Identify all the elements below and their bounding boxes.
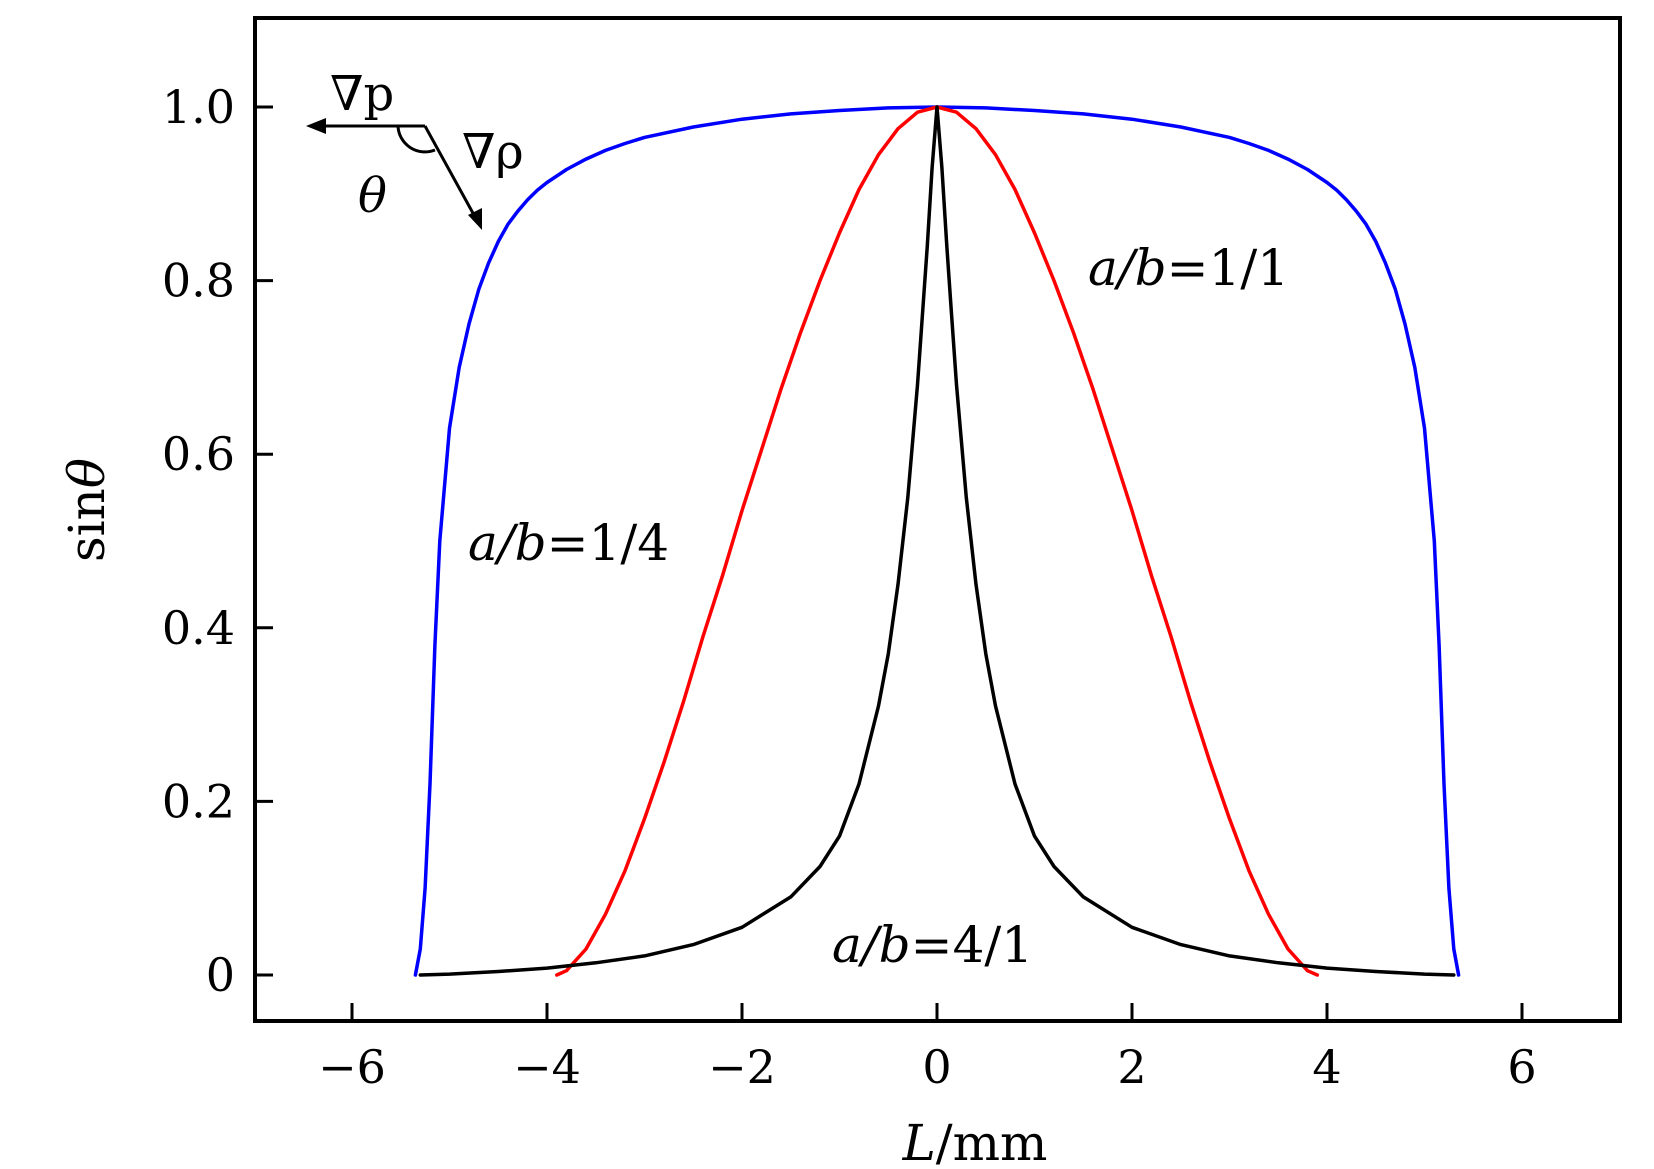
series-lines [413, 105, 1461, 977]
x-axis-title: L/mm [902, 1114, 1048, 1169]
annotation-ab-4-1: a/b=4/1 [832, 916, 1033, 974]
grad-rho-arrowhead [468, 208, 482, 230]
series-line-2 [555, 105, 1320, 977]
x-tick-label: −2 [708, 1040, 776, 1094]
grad-rho-label: ∇ρ [462, 124, 524, 180]
theta-label: θ [358, 168, 387, 224]
series-line-3 [418, 105, 1456, 977]
theta-angle-arc [396, 125, 436, 154]
inset-gradient-diagram: ∇p ∇ρ θ [306, 66, 524, 230]
grad-p-arrowhead [306, 118, 326, 134]
x-axis-ticks [350, 1003, 1524, 1021]
x-tick-label: −4 [513, 1040, 581, 1094]
y-tick-label: 0.8 [162, 254, 235, 308]
y-axis-ticks [255, 105, 273, 977]
annotation-ab-1-4: a/b=1/4 [468, 514, 669, 572]
x-tick-label: 0 [922, 1040, 951, 1094]
grad-p-label: ∇p [330, 66, 394, 122]
plot-frame [253, 16, 1622, 1023]
y-tick-label: 1.0 [162, 80, 235, 134]
y-axis-title: sinθ [58, 458, 116, 562]
x-tick-label: −6 [318, 1040, 386, 1094]
y-axis-tick-labels: 0 0.2 0.4 0.6 0.8 1.0 [162, 80, 235, 1002]
y-tick-label: 0.6 [162, 427, 235, 481]
grad-rho-arrow [423, 125, 476, 216]
annotation-ab-1-1: a/b=1/1 [1088, 239, 1289, 297]
y-tick-label: 0.2 [162, 774, 235, 828]
x-tick-label: 6 [1507, 1040, 1536, 1094]
y-tick-label: 0 [206, 948, 235, 1002]
x-tick-label: 4 [1312, 1040, 1341, 1094]
y-tick-label: 0.4 [162, 601, 235, 655]
x-tick-label: 2 [1117, 1040, 1146, 1094]
x-axis-tick-labels: −6 −4 −2 0 2 4 6 [318, 1040, 1537, 1094]
